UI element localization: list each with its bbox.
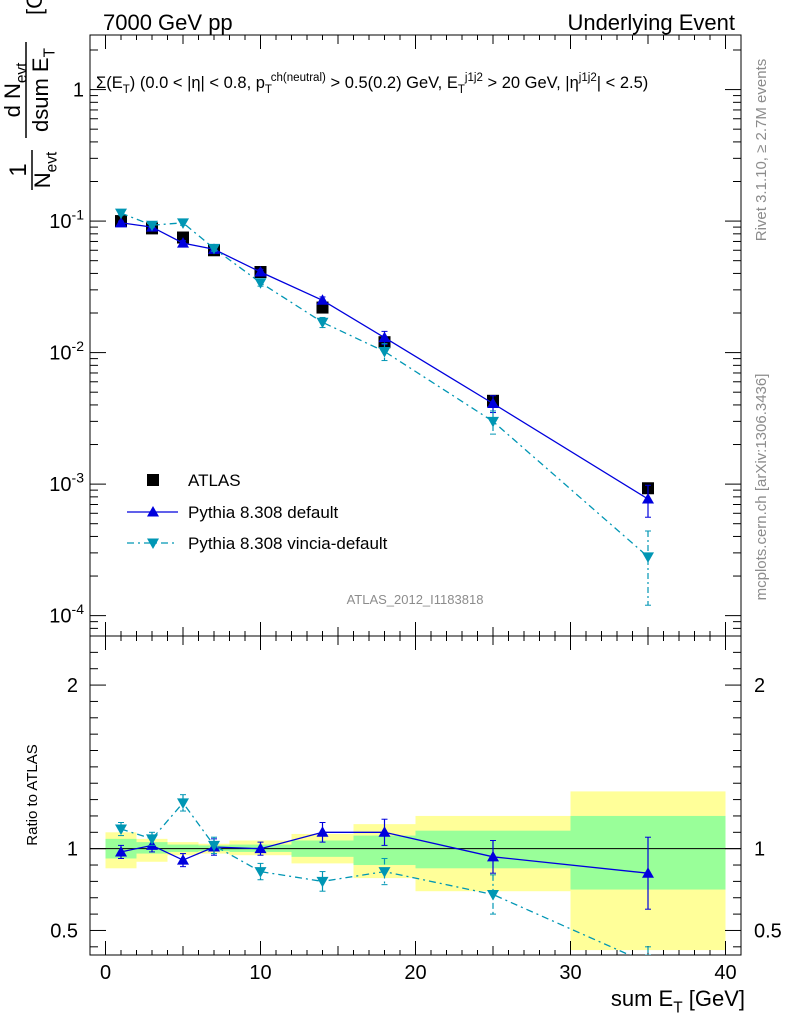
x-axis-label: sum ET [GeV] (611, 986, 745, 1017)
ratio-series (115, 794, 654, 955)
y-tick-label: 10-3 (49, 470, 84, 496)
data-point-1 (642, 493, 654, 504)
data-point-1 (254, 842, 267, 854)
ratio-y-tick-label: 0.5 (50, 920, 78, 942)
data-point-1 (487, 850, 499, 862)
ratio-y-tick-label-right: 0.5 (754, 920, 782, 942)
data-point-2 (115, 824, 127, 836)
legend-marker (147, 538, 159, 549)
data-point-1 (115, 216, 127, 228)
data-point-2 (208, 840, 220, 852)
data-point-1 (487, 397, 499, 409)
y-axis-label-nevt: Nevt (30, 151, 61, 188)
data-point-1 (316, 294, 329, 305)
data-point-1 (254, 266, 267, 277)
data-point-1 (316, 826, 329, 837)
main-panel: 1 10-1 10-2 10-3 10-4 (49, 34, 742, 637)
data-point-1 (177, 854, 189, 865)
y-axis-label-unit: [GeV-1] (20, 0, 47, 15)
ratio-y-tick-label: 2 (67, 675, 78, 697)
y-tick-label: 10-2 (49, 338, 84, 364)
data-point-1 (378, 331, 391, 343)
rivet-label: Rivet 3.1.10, ≥ 2.7M events (753, 59, 770, 242)
data-point-2 (316, 317, 329, 329)
data-point-2 (378, 346, 391, 358)
data-point-2 (642, 552, 654, 563)
x-tick-label: 40 (714, 962, 736, 984)
data-point-2 (254, 278, 267, 289)
legend-label: Pythia 8.308 default (188, 503, 339, 522)
ratio-y-tick-label-right: 1 (754, 839, 765, 861)
legend-marker (147, 474, 159, 486)
y-axis-label-one: 1 (5, 163, 32, 176)
data-point-2 (115, 208, 127, 220)
data-point-2 (146, 220, 158, 232)
y-tick-label: 10-1 (49, 207, 84, 233)
data-point-2 (316, 876, 329, 888)
data-point-2 (254, 867, 267, 878)
watermark: ATLAS_2012_I1183818 (347, 592, 484, 607)
legend-marker (147, 506, 159, 517)
header-left: 7000 GeV pp (103, 10, 233, 35)
data-point-2 (208, 243, 220, 255)
x-tick-label: 10 (249, 962, 271, 984)
data-point-2 (487, 889, 499, 901)
legend: ATLAS Pythia 8.308 default Pythia 8.308 vi… (127, 471, 388, 553)
y-axis-label-dsum: dsum ET (28, 47, 59, 132)
x-tick-label: 30 (559, 962, 581, 984)
series-line-2 (120, 801, 632, 955)
legend-label: ATLAS (188, 471, 241, 490)
ratio-y-tick-label-right: 2 (754, 675, 765, 697)
data-point-2 (146, 834, 158, 845)
data-point-1 (642, 867, 654, 878)
data-point-2 (177, 798, 189, 809)
data-point-1 (177, 237, 189, 248)
plot-title: Σ(ET) (0.0 < |η| < 0.8, pTch(neutral) > … (96, 72, 648, 96)
data-point-2 (487, 416, 499, 428)
data-point-1 (115, 845, 127, 857)
x-tick-label: 20 (404, 962, 426, 984)
ratio-panel: 0 10 20 30 40 0.5 0.5 1 1 2 2 (50, 622, 782, 984)
header-right: Underlying Event (567, 10, 735, 35)
y-axis-label-dn: d Nevt (0, 62, 31, 118)
data-point-2 (177, 218, 189, 229)
y-tick-label: 10-4 (49, 601, 84, 627)
x-tick-label: 0 (100, 962, 111, 984)
ratio-axis-label: Ratio to ATLAS (24, 744, 41, 845)
y-tick-label: 1 (73, 80, 84, 102)
source-label: mcplots.cern.ch [arXiv:1306.3436] (753, 374, 770, 601)
legend-label: Pythia 8.308 vincia-default (188, 534, 388, 553)
data-point-1 (378, 826, 391, 837)
ratio-y-tick-label: 1 (67, 839, 78, 861)
data-point-2 (378, 867, 391, 878)
